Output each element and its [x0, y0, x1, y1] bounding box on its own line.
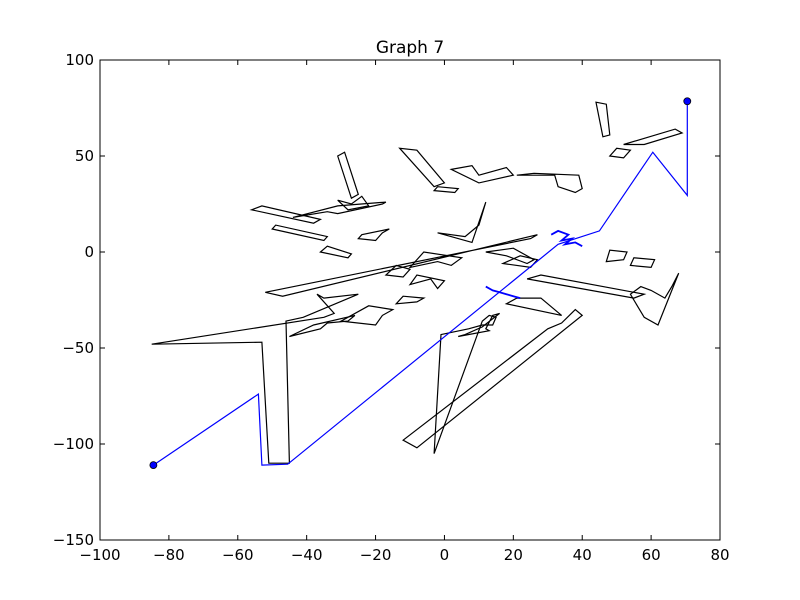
- obstacle-outline: [629, 257, 656, 269]
- obstacle-outline: [605, 249, 628, 263]
- axes: −100 −80 −60 −40 −20 0 20 40 60 80−150−100−500501…: [53, 51, 730, 564]
- obstacle-outline: [408, 251, 464, 269]
- end-point: [683, 97, 692, 106]
- obstacle-outline: [526, 274, 647, 299]
- start-point: [149, 461, 158, 470]
- obstacle-outline: [595, 101, 611, 138]
- y-tick-label: 0: [84, 243, 94, 261]
- obstacle-outline: [485, 247, 536, 265]
- obstacle-outline: [289, 314, 356, 338]
- plot-area: [149, 97, 692, 470]
- path-detail: [485, 285, 521, 299]
- obstacle-outline: [432, 186, 460, 194]
- obstacle-outline: [337, 195, 370, 211]
- obstacle-outline: [402, 308, 584, 449]
- obstacle-outline: [339, 305, 395, 326]
- x-tick-label: −60: [222, 546, 254, 564]
- y-tick-label: 100: [65, 51, 94, 69]
- obstacle-outline: [629, 272, 680, 326]
- obstacle-outline: [384, 264, 412, 278]
- obstacle-outline: [398, 147, 446, 188]
- obstacle-outline: [394, 295, 426, 305]
- obstacle-outline: [408, 274, 446, 290]
- x-tick-label: −100: [79, 546, 120, 564]
- plot-content: [149, 97, 692, 470]
- obstacle-outline: [249, 205, 323, 224]
- y-tick-label: −100: [53, 435, 94, 453]
- axes-frame: [99, 59, 721, 541]
- y-tick-label: −50: [62, 339, 94, 357]
- x-tick-label: 0: [440, 546, 450, 564]
- obstacle-outline: [265, 234, 538, 297]
- x-tick-label: −80: [153, 546, 185, 564]
- x-tick-label: −20: [360, 546, 392, 564]
- obstacle-outline: [271, 224, 329, 242]
- chart-title: Graph 7: [376, 38, 444, 58]
- y-tick-label: 50: [75, 147, 94, 165]
- obstacle-outline: [458, 312, 500, 338]
- x-tick-label: 60: [642, 546, 661, 564]
- path-detail: [550, 229, 583, 247]
- y-tick-label: −150: [53, 531, 94, 549]
- obstacle-outline: [357, 228, 390, 242]
- obstacle-outline: [608, 147, 632, 159]
- obstacle-outline: [449, 164, 515, 184]
- path-line: [153, 101, 688, 466]
- obstacle-outline: [151, 293, 359, 464]
- x-tick-label: 40: [573, 546, 592, 564]
- obstacle-outline: [504, 297, 562, 316]
- x-tick-label: 20: [504, 546, 523, 564]
- obstacle-outline: [500, 255, 539, 269]
- obstacle-outline: [336, 151, 360, 200]
- obstacle-outline: [437, 201, 487, 244]
- x-tick-label: 80: [710, 546, 729, 564]
- obstacle-outline: [319, 245, 353, 259]
- obstacle-outline: [433, 314, 497, 454]
- obstacle-outline: [516, 172, 583, 194]
- x-tick-label: −40: [291, 546, 323, 564]
- obstacle-outline: [292, 201, 387, 218]
- obstacle-outline: [623, 128, 684, 146]
